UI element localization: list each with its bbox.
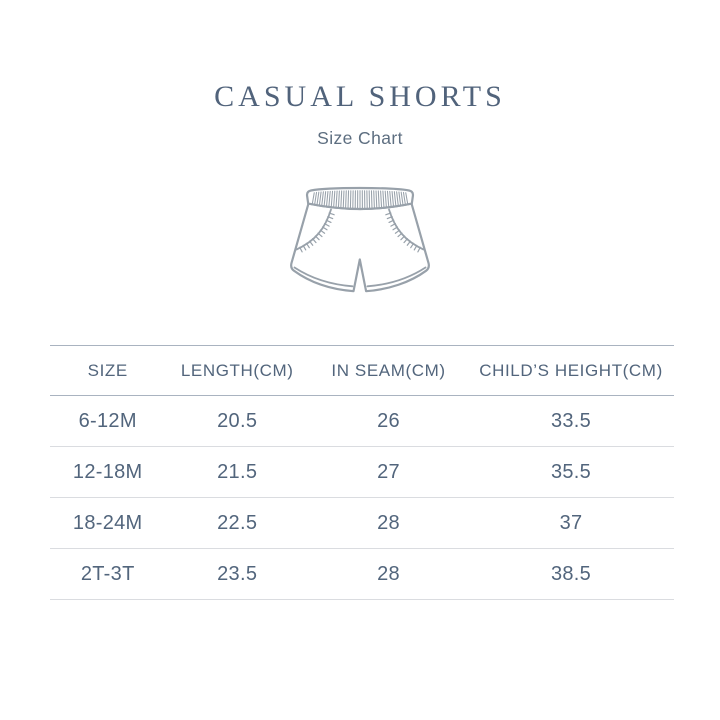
- table-row: 6-12M 20.5 26 33.5: [50, 396, 674, 447]
- column-header: SIZE: [87, 360, 128, 380]
- table-row: 2T-3T 23.5 28 38.5: [50, 549, 674, 600]
- table-cell: 18-24M: [72, 511, 143, 534]
- table-cell: 22.5: [217, 511, 258, 534]
- column-header: IN SEAM(CM): [331, 360, 446, 380]
- column-header: LENGTH(CM): [180, 360, 294, 380]
- table-cell: 12-18M: [72, 460, 143, 483]
- table-cell: 33.5: [550, 409, 592, 432]
- shorts-illustration-icon: [290, 186, 430, 293]
- table-cell: 38.5: [550, 562, 592, 585]
- table-cell: 28: [377, 562, 400, 585]
- pocket-stitch-ticks: [299, 212, 421, 253]
- table-row: 12-18M 21.5 27 35.5: [50, 447, 674, 498]
- table-cell: 23.5: [217, 562, 258, 585]
- page-subtitle: Size Chart: [317, 128, 403, 148]
- right-hem-line: [366, 266, 427, 288]
- table-cell: 21.5: [217, 460, 258, 483]
- page-title: CASUAL SHORTS: [214, 80, 506, 113]
- waistband-hatching: [311, 190, 409, 209]
- column-header: CHILD’S HEIGHT(CM): [479, 360, 663, 380]
- table-cell: 26: [377, 409, 400, 432]
- shorts-body-outline: [290, 202, 430, 293]
- size-table: SIZE LENGTH(CM) IN SEAM(CM) CHILD’S HEIGHT(…: [50, 345, 674, 600]
- table-header-row: SIZE LENGTH(CM) IN SEAM(CM) CHILD’S HEIGHT(…: [50, 345, 674, 396]
- table-cell: 27: [377, 460, 400, 483]
- table-cell: 6-12M: [78, 409, 137, 432]
- left-hem-line: [293, 266, 354, 288]
- table-cell: 28: [377, 511, 400, 534]
- table-cell: 20.5: [217, 409, 258, 432]
- table-cell: 2T-3T: [80, 562, 135, 585]
- table-cell: 35.5: [550, 460, 592, 483]
- table-row: 18-24M 22.5 28 37: [50, 498, 674, 549]
- table-cell: 37: [559, 511, 583, 534]
